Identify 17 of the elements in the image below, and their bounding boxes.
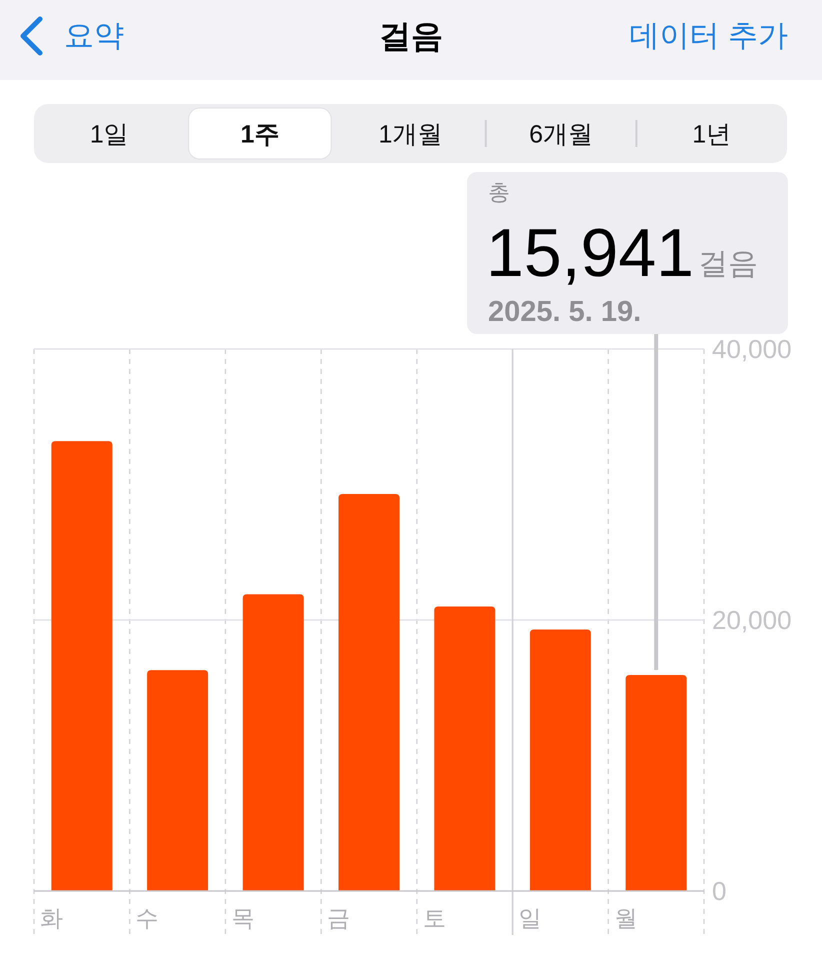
callout-date: 2025. 5. 19. (488, 296, 642, 328)
add-data: 데이터 추가 (630, 20, 788, 52)
y-tick-label: 0 (712, 876, 726, 906)
x-tick-label: 월 (614, 905, 638, 931)
back-label: 요약 (64, 20, 124, 52)
callout-unit: 걸음 (698, 248, 758, 280)
x-tick-label: 일 (518, 905, 542, 931)
callout-label: 총 (488, 180, 510, 204)
x-tick-label: 수 (136, 905, 159, 931)
x-tick-label: 토 (422, 905, 446, 931)
callout-value: 15,941 (486, 215, 694, 291)
y-tick-label: 40,000 (712, 334, 792, 364)
x-tick-label: 목 (231, 905, 254, 931)
x-tick-label: 금 (327, 905, 350, 931)
y-tick-label: 20,000 (712, 605, 792, 635)
title: 걸음 (379, 18, 443, 54)
x-tick-label: 화 (40, 905, 63, 931)
